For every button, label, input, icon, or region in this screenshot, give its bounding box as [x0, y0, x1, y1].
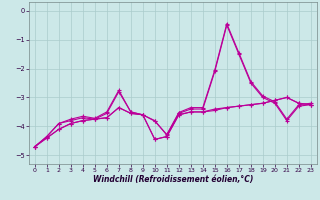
X-axis label: Windchill (Refroidissement éolien,°C): Windchill (Refroidissement éolien,°C) [92, 175, 253, 184]
